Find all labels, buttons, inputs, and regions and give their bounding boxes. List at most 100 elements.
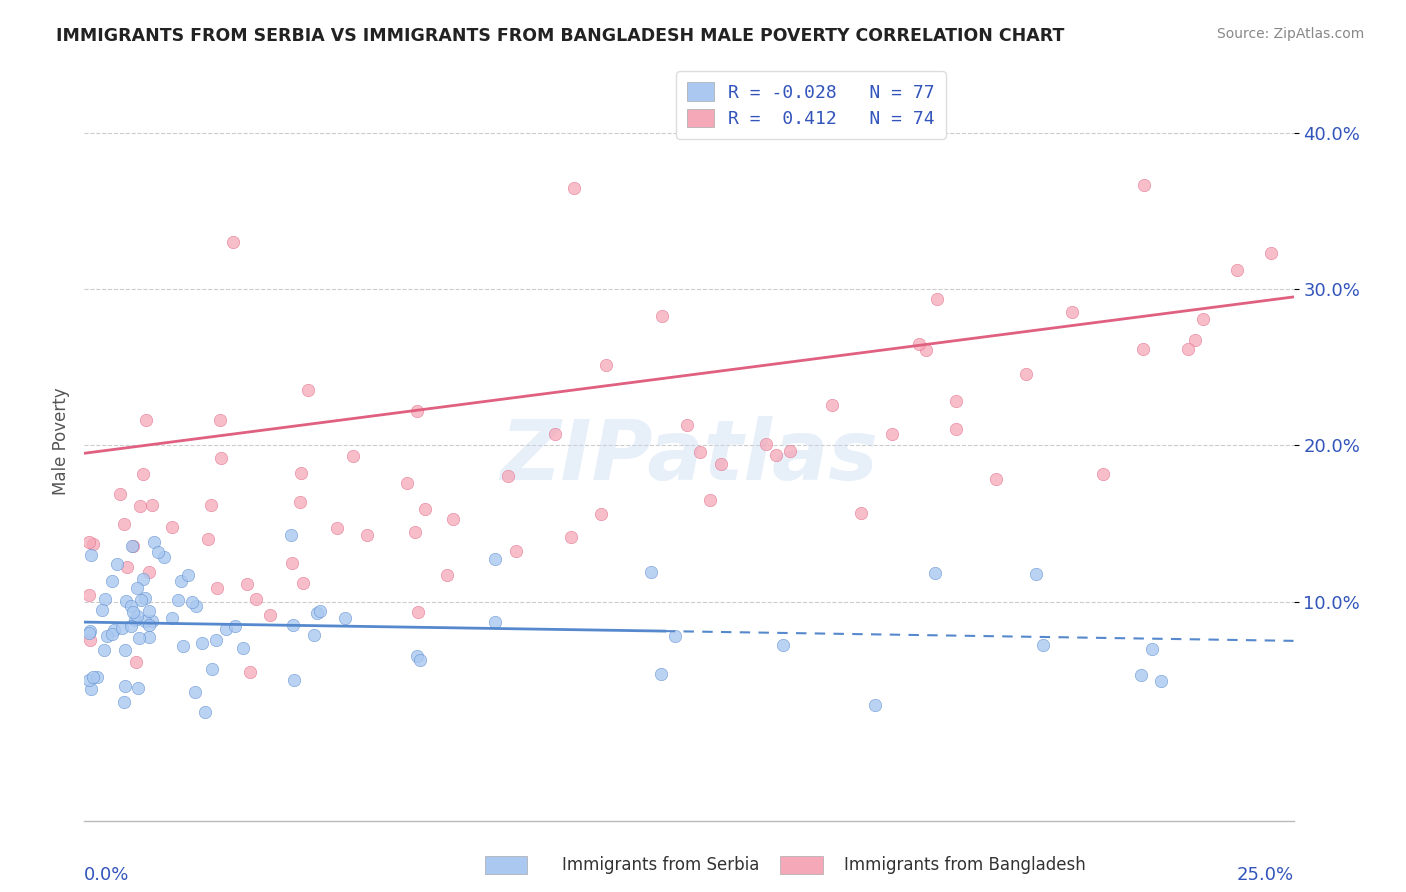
- Text: ZIPatlas: ZIPatlas: [501, 417, 877, 497]
- Point: [177, 568, 200, 582]
- Point: [209, 451, 232, 466]
- Point: [1025, 567, 1047, 582]
- Point: [562, 180, 585, 194]
- Point: [1092, 467, 1115, 482]
- Point: [404, 524, 426, 539]
- Text: 0.0%: 0.0%: [84, 866, 129, 884]
- Point: [441, 512, 464, 526]
- Point: [1192, 312, 1215, 326]
- Point: [283, 618, 305, 632]
- Point: [1062, 305, 1084, 319]
- Point: [880, 427, 903, 442]
- Point: [115, 594, 138, 608]
- Point: [689, 444, 711, 458]
- Point: [186, 599, 208, 613]
- Point: [141, 499, 163, 513]
- Point: [77, 673, 100, 688]
- Point: [245, 592, 267, 607]
- Point: [191, 635, 214, 649]
- Point: [863, 698, 886, 713]
- Point: [595, 358, 617, 372]
- Point: [205, 633, 228, 648]
- Point: [120, 619, 142, 633]
- Point: [128, 631, 150, 645]
- Point: [820, 398, 842, 412]
- Point: [101, 627, 124, 641]
- Point: [86, 670, 108, 684]
- Point: [100, 574, 122, 588]
- Point: [125, 609, 148, 624]
- Point: [142, 535, 165, 549]
- Text: Immigrants from Bangladesh: Immigrants from Bangladesh: [844, 856, 1085, 874]
- Point: [77, 535, 100, 549]
- Point: [924, 566, 946, 580]
- Point: [138, 630, 160, 644]
- Point: [436, 567, 458, 582]
- Point: [699, 492, 721, 507]
- Point: [560, 530, 582, 544]
- Point: [138, 605, 160, 619]
- Point: [281, 556, 304, 570]
- Point: [121, 540, 143, 554]
- Point: [93, 642, 115, 657]
- Point: [184, 685, 207, 699]
- Point: [77, 588, 100, 602]
- Point: [342, 449, 364, 463]
- Point: [290, 495, 312, 509]
- Point: [224, 619, 246, 633]
- Point: [664, 630, 686, 644]
- Point: [132, 573, 155, 587]
- Point: [172, 640, 194, 654]
- Point: [80, 548, 103, 562]
- Point: [129, 593, 152, 607]
- Point: [79, 624, 101, 638]
- Y-axis label: Male Poverty: Male Poverty: [52, 388, 70, 495]
- Point: [94, 592, 117, 607]
- Point: [849, 506, 872, 520]
- Point: [413, 502, 436, 516]
- Point: [103, 624, 125, 638]
- Point: [1260, 246, 1282, 260]
- Point: [280, 528, 302, 542]
- Point: [1177, 343, 1199, 357]
- Point: [945, 394, 967, 409]
- Point: [325, 521, 347, 535]
- Point: [484, 615, 506, 629]
- Point: [640, 565, 662, 579]
- Text: IMMIGRANTS FROM SERBIA VS IMMIGRANTS FROM BANGLADESH MALE POVERTY CORRELATION CH: IMMIGRANTS FROM SERBIA VS IMMIGRANTS FRO…: [56, 27, 1064, 45]
- Point: [765, 448, 787, 462]
- Point: [945, 421, 967, 435]
- Point: [108, 487, 131, 501]
- Point: [772, 638, 794, 652]
- Point: [141, 615, 163, 629]
- Point: [1140, 641, 1163, 656]
- Point: [197, 533, 219, 547]
- Point: [169, 574, 191, 588]
- Point: [209, 413, 232, 427]
- Point: [1150, 674, 1173, 689]
- Point: [160, 610, 183, 624]
- Point: [710, 457, 733, 471]
- Point: [80, 682, 103, 697]
- Point: [105, 557, 128, 571]
- Point: [138, 566, 160, 580]
- Point: [1132, 342, 1154, 356]
- Legend: R = -0.028   N = 77, R =  0.412   N = 74: R = -0.028 N = 77, R = 0.412 N = 74: [676, 71, 946, 139]
- Point: [335, 611, 357, 625]
- Point: [505, 543, 527, 558]
- Point: [297, 383, 319, 397]
- Point: [1014, 368, 1036, 382]
- Point: [1032, 638, 1054, 652]
- Point: [779, 444, 801, 458]
- Point: [1130, 668, 1153, 682]
- Point: [1184, 333, 1206, 347]
- Point: [236, 577, 259, 591]
- Point: [160, 520, 183, 534]
- Point: [496, 469, 519, 483]
- Point: [307, 606, 329, 620]
- Point: [925, 293, 948, 307]
- Point: [304, 627, 326, 641]
- Point: [90, 603, 112, 617]
- Point: [117, 559, 139, 574]
- Point: [543, 426, 565, 441]
